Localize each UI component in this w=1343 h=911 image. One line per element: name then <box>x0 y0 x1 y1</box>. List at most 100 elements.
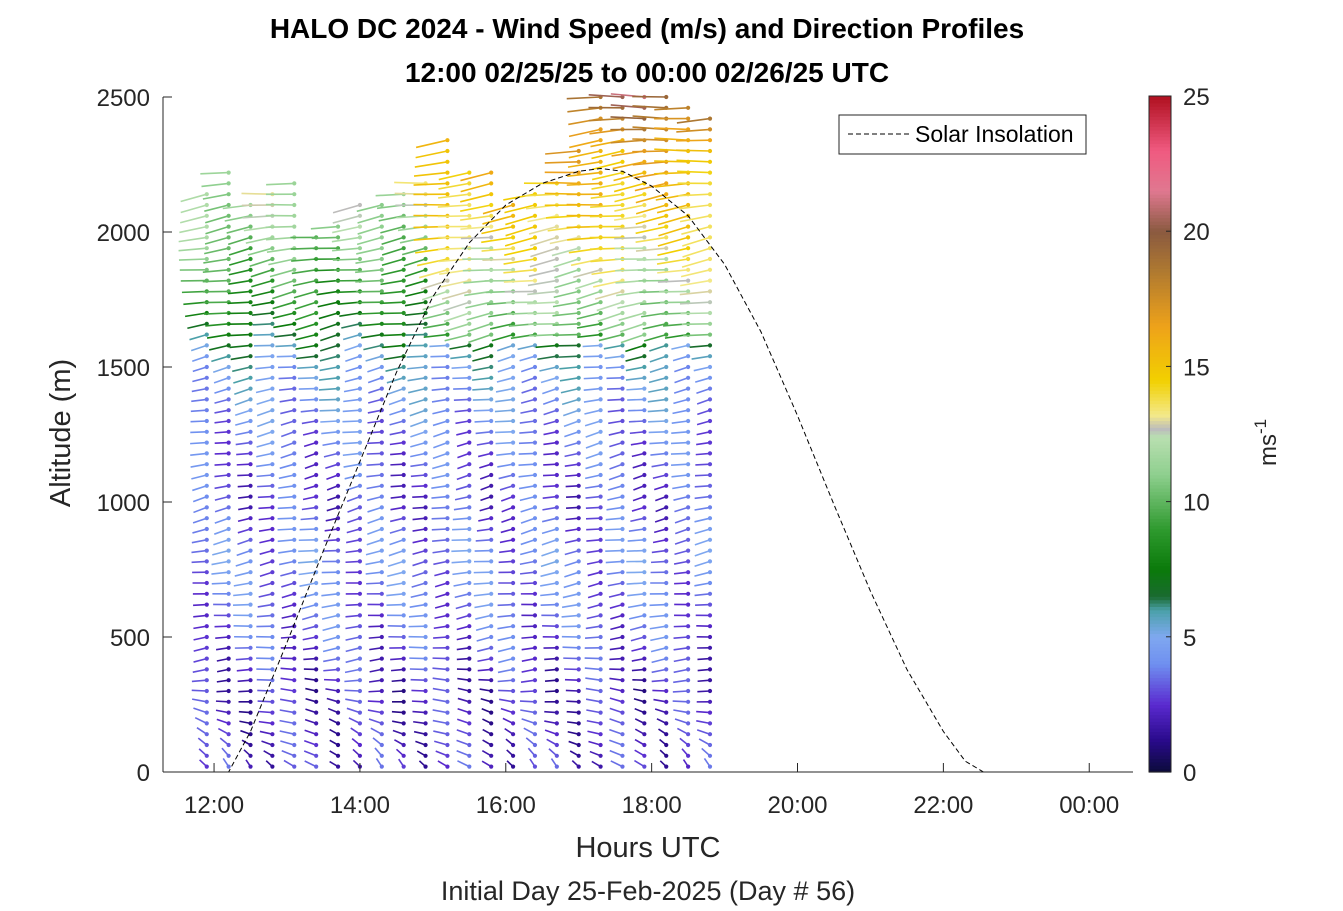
colorbar-segment <box>1149 325 1171 330</box>
wind-barb <box>214 420 229 424</box>
wind-barb <box>268 258 295 266</box>
wind-barb-dot <box>335 483 341 488</box>
wind-barb <box>453 506 470 511</box>
wind-barb <box>505 215 536 226</box>
wind-barb-dot <box>357 408 363 413</box>
wind-barb <box>386 582 404 587</box>
wind-barb-dot <box>510 537 516 542</box>
wind-barb <box>412 539 426 544</box>
wind-barb <box>592 161 623 171</box>
wind-barb <box>394 181 426 185</box>
wind-barb <box>204 247 229 255</box>
wind-barb <box>379 301 404 305</box>
wind-barb-dot <box>248 429 253 434</box>
wind-barb-dot <box>576 429 581 434</box>
wind-barb <box>588 740 601 746</box>
wind-barb <box>635 204 667 215</box>
wind-barb-dot <box>270 375 275 380</box>
wind-barb-dot <box>204 699 209 704</box>
wind-barb-dot <box>532 235 538 240</box>
wind-barb <box>234 409 251 416</box>
wind-barb <box>679 290 711 296</box>
wind-barb-dot <box>467 321 472 326</box>
wind-barb <box>214 452 229 455</box>
wind-barb <box>385 366 404 372</box>
wind-barb <box>258 506 273 510</box>
wind-barb <box>366 539 383 546</box>
wind-barb <box>412 495 426 499</box>
wind-barb <box>411 700 426 703</box>
wind-barb <box>321 582 339 585</box>
wind-barb <box>191 474 207 480</box>
wind-barb-dot <box>423 580 428 586</box>
wind-barb <box>366 485 382 490</box>
wind-barb <box>584 636 601 640</box>
wind-barb-dot <box>270 602 275 607</box>
colorbar-segment <box>1149 163 1171 168</box>
wind-barb <box>190 409 207 413</box>
wind-barb-dot <box>226 548 231 553</box>
wind-barb-dot <box>642 192 647 197</box>
wind-barb-dot <box>204 386 209 391</box>
wind-barb <box>694 495 711 500</box>
wind-barb-dot <box>423 591 428 596</box>
wind-barb-dot <box>532 548 538 553</box>
wind-barb-dot <box>292 440 297 445</box>
wind-barb-dot <box>423 440 428 445</box>
wind-barb <box>585 495 601 499</box>
colorbar-segment <box>1149 123 1171 128</box>
colorbar-segment <box>1149 156 1171 161</box>
wind-barb-dot <box>707 278 713 283</box>
wind-barb <box>297 377 317 380</box>
colorbar-segment <box>1149 464 1171 469</box>
wind-barb-dot <box>467 764 472 769</box>
wind-barb-dot <box>686 472 691 478</box>
wind-barb-dot <box>270 742 275 748</box>
wind-barb-dot <box>445 494 450 499</box>
wind-barb <box>432 709 448 714</box>
wind-barb-dot <box>314 710 319 715</box>
wind-barb-dot <box>467 451 472 456</box>
wind-barb <box>441 290 470 300</box>
wind-barb-dot <box>598 732 603 737</box>
wind-barb-dot <box>467 656 472 661</box>
wind-barb-dot <box>357 634 363 640</box>
colorbar-segment <box>1149 437 1171 442</box>
wind-barb-dot <box>226 645 231 650</box>
wind-barb <box>584 420 601 427</box>
wind-barb-dot <box>401 645 406 650</box>
wind-barb <box>214 517 229 524</box>
wind-barb <box>365 549 383 556</box>
wind-barb <box>450 355 470 360</box>
chart-subtitle: 12:00 02/25/25 to 00:00 02/26/25 UTC <box>405 57 889 88</box>
wind-barb-dot <box>686 678 691 683</box>
wind-barb <box>279 698 295 703</box>
wind-barb <box>212 366 229 374</box>
wind-barb-dot <box>335 732 341 737</box>
wind-barb-dot <box>576 559 581 564</box>
wind-barb-dot <box>270 548 275 553</box>
wind-barb-dot <box>423 408 428 413</box>
wind-barb-dot <box>292 656 297 661</box>
wind-barb <box>540 603 557 607</box>
wind-barb-dot <box>642 235 647 240</box>
wind-barb-dot <box>270 483 275 488</box>
wind-barb-dot <box>204 732 209 737</box>
colorbar-segment <box>1149 143 1171 148</box>
wind-barb <box>389 420 404 426</box>
colorbar-segment <box>1149 187 1171 192</box>
colorbar-segment <box>1149 518 1171 523</box>
wind-barb-dot <box>642 580 647 586</box>
wind-barb <box>323 539 339 542</box>
wind-barb-dot <box>314 289 319 294</box>
wind-barb <box>368 690 382 693</box>
colorbar-segment <box>1149 592 1171 597</box>
wind-barb <box>404 301 426 307</box>
wind-barb <box>304 760 317 768</box>
wind-barb-dot <box>423 386 428 391</box>
wind-barb-dot <box>620 451 625 456</box>
wind-barb-dot <box>554 483 559 488</box>
wind-barb <box>631 452 645 458</box>
wind-barb <box>388 398 404 406</box>
wind-barb <box>193 707 208 714</box>
